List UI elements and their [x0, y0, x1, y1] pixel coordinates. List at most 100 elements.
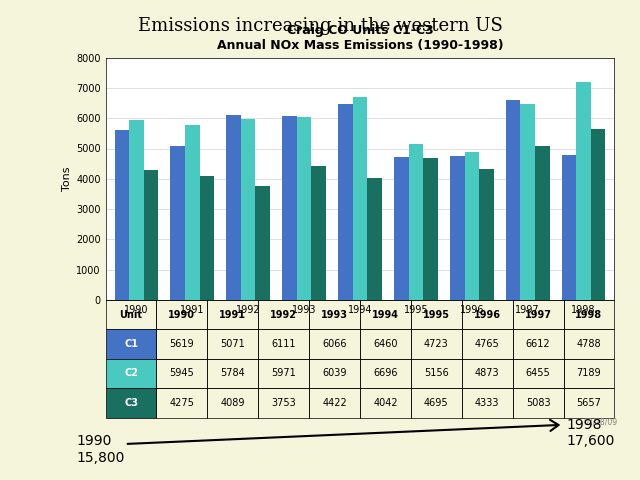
Bar [259, 300, 309, 329]
Text: 1992: 1992 [270, 310, 297, 320]
Text: 1993: 1993 [321, 310, 348, 320]
Bar [207, 359, 259, 388]
Text: 3753: 3753 [271, 398, 296, 408]
Bar [360, 388, 411, 418]
Text: 5971: 5971 [271, 369, 296, 379]
Text: 5657: 5657 [577, 398, 602, 408]
Bar [282, 116, 297, 300]
Bar [185, 125, 200, 300]
Text: Unit: Unit [120, 310, 143, 320]
Bar [411, 300, 462, 329]
Text: 7189: 7189 [577, 369, 601, 379]
Bar [465, 152, 479, 300]
Bar [462, 300, 513, 329]
Bar [564, 359, 614, 388]
Text: 4765: 4765 [475, 339, 500, 349]
Text: Emissions increasing in the western US: Emissions increasing in the western US [138, 17, 502, 35]
Text: 4275: 4275 [170, 398, 195, 408]
Bar [462, 359, 513, 388]
Bar [577, 82, 591, 300]
Text: 6039: 6039 [323, 369, 347, 379]
Text: 6455: 6455 [525, 369, 550, 379]
Bar [409, 144, 423, 300]
Bar [207, 300, 259, 329]
Bar [450, 156, 465, 300]
Bar [309, 329, 360, 359]
Bar [520, 105, 535, 300]
Bar [367, 178, 382, 300]
Bar [360, 300, 411, 329]
Title: Craig CO Units C1-C3
Annual NOx Mass Emissions (1990-1998): Craig CO Units C1-C3 Annual NOx Mass Emi… [217, 24, 503, 52]
Bar [200, 176, 214, 300]
Text: C3: C3 [124, 398, 138, 408]
Text: 4788: 4788 [577, 339, 601, 349]
Text: 4042: 4042 [373, 398, 397, 408]
Bar [462, 388, 513, 418]
Bar [394, 157, 409, 300]
Bar [338, 104, 353, 300]
Text: 4333: 4333 [475, 398, 499, 408]
Text: 1998: 1998 [575, 310, 602, 320]
Bar [157, 300, 207, 329]
Bar [297, 117, 311, 300]
Bar [106, 388, 157, 418]
Bar [562, 155, 577, 300]
Bar [106, 359, 157, 388]
Text: 5083: 5083 [526, 398, 550, 408]
Bar [513, 329, 564, 359]
Text: 6696: 6696 [373, 369, 397, 379]
Text: 1990: 1990 [168, 310, 195, 320]
Bar [513, 300, 564, 329]
Text: 5071: 5071 [220, 339, 245, 349]
Bar [241, 119, 255, 300]
Text: 1998
17,600: 1998 17,600 [566, 418, 615, 448]
Text: 6066: 6066 [323, 339, 347, 349]
Bar [353, 97, 367, 300]
Bar [207, 329, 259, 359]
Text: 1994: 1994 [372, 310, 399, 320]
Text: 5156: 5156 [424, 369, 449, 379]
Bar [227, 115, 241, 300]
Bar [129, 120, 143, 300]
Bar [309, 388, 360, 418]
Bar [411, 359, 462, 388]
Text: 4723: 4723 [424, 339, 449, 349]
Text: C1: C1 [124, 339, 138, 349]
Bar [360, 329, 411, 359]
Text: 4422: 4422 [322, 398, 347, 408]
Bar [157, 329, 207, 359]
Text: 6111: 6111 [271, 339, 296, 349]
Bar [259, 359, 309, 388]
Text: 5619: 5619 [170, 339, 194, 349]
Bar [360, 359, 411, 388]
Bar [479, 168, 493, 300]
Bar [170, 146, 185, 300]
Bar [309, 300, 360, 329]
Bar [157, 359, 207, 388]
Bar [513, 359, 564, 388]
Bar [564, 388, 614, 418]
Bar [106, 329, 157, 359]
Bar [513, 388, 564, 418]
Bar [423, 158, 438, 300]
Bar [535, 146, 550, 300]
Text: C2: C2 [124, 369, 138, 379]
Bar [143, 170, 158, 300]
Bar [411, 388, 462, 418]
Bar [207, 388, 259, 418]
Bar [564, 329, 614, 359]
Text: 1996: 1996 [474, 310, 500, 320]
Text: 4695: 4695 [424, 398, 449, 408]
Bar [309, 359, 360, 388]
Text: 1995: 1995 [423, 310, 450, 320]
Bar [259, 388, 309, 418]
Text: 5784: 5784 [220, 369, 245, 379]
Bar [115, 130, 129, 300]
Text: 1990
15,800: 1990 15,800 [77, 434, 125, 465]
Text: 02/28/09: 02/28/09 [584, 417, 618, 426]
Text: 5945: 5945 [170, 369, 195, 379]
Bar [157, 388, 207, 418]
Bar [311, 166, 326, 300]
Text: 6612: 6612 [526, 339, 550, 349]
Text: 1997: 1997 [525, 310, 552, 320]
